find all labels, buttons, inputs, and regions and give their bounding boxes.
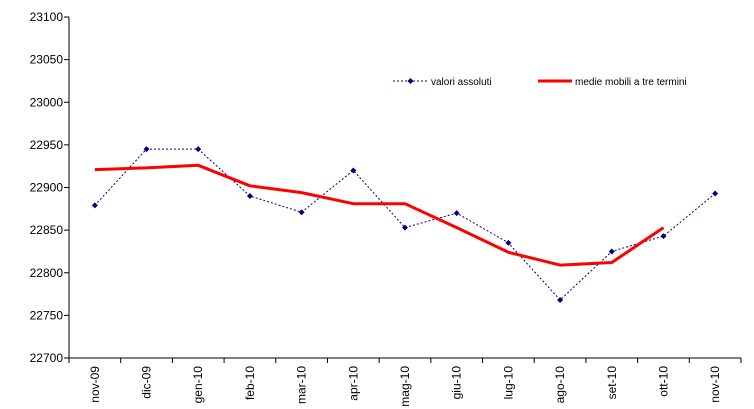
y-tick-label: 22800 (30, 266, 64, 280)
x-tick-label: nov-10 (708, 366, 722, 403)
x-tick-label: mar-10 (295, 366, 309, 404)
y-tick-label: 23100 (30, 10, 64, 24)
y-tick-label: 22850 (30, 223, 64, 237)
data-point-marker (195, 146, 202, 153)
series-line (94, 163, 665, 267)
x-tick-label: dic-09 (140, 366, 154, 399)
y-tick-label: 22900 (30, 181, 64, 195)
x-tick-label: mag-10 (398, 366, 412, 407)
data-point-marker (143, 146, 150, 153)
legend-label: valori assoluti (431, 77, 492, 88)
y-tick-label: 23000 (30, 95, 64, 109)
y-tick-label: 23050 (30, 53, 64, 67)
x-tick-label: feb-10 (243, 366, 257, 400)
x-tick-label: ott-10 (656, 366, 670, 397)
data-point-marker (402, 224, 408, 231)
legend-label: medie mobili a tre termini (575, 77, 687, 88)
series-line (94, 148, 716, 301)
data-point-marker (608, 248, 615, 255)
series-2 (94, 163, 665, 267)
series-1 (91, 146, 719, 304)
data-point-marker (557, 297, 564, 304)
x-tick-label: apr-10 (346, 366, 360, 401)
x-tick-label: nov-09 (88, 366, 102, 403)
legend-item: medie mobili a tre termini (538, 77, 687, 88)
data-point-marker (453, 210, 460, 217)
series-layer (91, 146, 719, 304)
data-point-marker (350, 167, 357, 174)
data-point-marker (660, 233, 667, 240)
x-tick-label: lug-10 (501, 366, 515, 400)
x-tick-label: ago-10 (553, 366, 567, 404)
data-point-marker (298, 209, 305, 216)
data-point-marker (505, 239, 512, 246)
legend: valori assoluti medie mobili a tre termin… (393, 77, 687, 88)
axes: 22700 22750 22800 22850 22900 22950 23000 23050… (30, 10, 742, 407)
data-point-marker (91, 202, 98, 209)
x-tick-label: gen-10 (191, 366, 205, 404)
legend-item: valori assoluti (393, 77, 492, 88)
data-point-marker (246, 193, 253, 200)
x-tick-label: giu-10 (450, 366, 464, 400)
y-tick-label: 22950 (30, 138, 64, 152)
y-tick-label: 22700 (30, 351, 64, 365)
x-tick-label: set-10 (605, 366, 619, 400)
data-point-marker (712, 190, 719, 197)
y-tick-label: 22750 (30, 308, 64, 322)
legend-marker (407, 78, 414, 84)
